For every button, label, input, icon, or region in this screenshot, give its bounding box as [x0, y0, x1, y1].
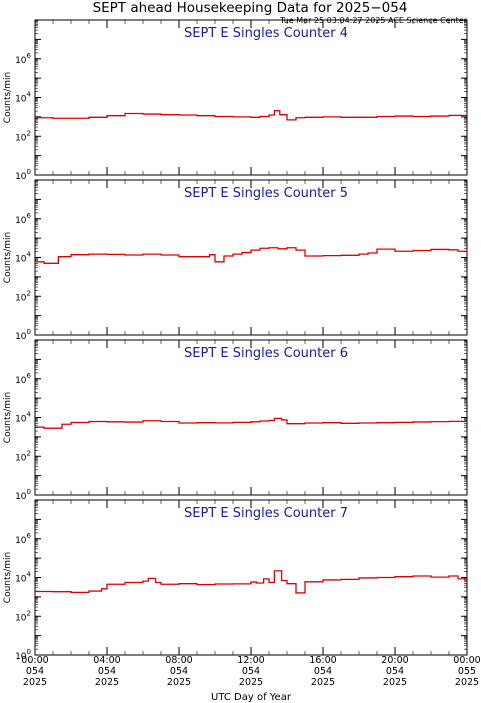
panel-title: SEPT E Singles Counter 5 — [184, 186, 348, 201]
y-tick-label: 104 — [15, 251, 31, 265]
data-series-line — [35, 109, 468, 121]
x-tick-label: 16:00 — [309, 655, 336, 666]
x-axis-label: UTC Day of Year — [211, 692, 292, 703]
y-axis-label: Counts/min — [3, 552, 13, 603]
y-tick-label: 102 — [15, 129, 31, 143]
panel-title: SEPT E Singles Counter 7 — [184, 506, 348, 521]
x-tick-label: 12:00 — [237, 655, 264, 666]
x-tick-label: 2025 — [455, 677, 479, 688]
x-tick-label: 055 — [458, 666, 476, 677]
x-tick-label: 054 — [386, 666, 404, 677]
data-series-line — [35, 417, 468, 429]
panel-title: SEPT E Singles Counter 4 — [184, 26, 348, 41]
data-series-line — [35, 247, 468, 264]
y-axis-label: Counts/min — [3, 232, 13, 283]
x-tick-label: 2025 — [383, 677, 407, 688]
y-tick-label: 102 — [15, 609, 31, 623]
x-tick-label: 054 — [26, 666, 44, 677]
y-tick-label: 100 — [15, 648, 31, 662]
y-tick-label: 104 — [15, 571, 31, 585]
x-tick-label: 2025 — [167, 677, 191, 688]
plot-frame — [34, 19, 468, 176]
data-series-line — [35, 570, 468, 594]
panel-counter-6: SEPT E Singles Counter 6 Counts/min 100 102… — [3, 339, 468, 502]
y-tick-label: 100 — [15, 328, 31, 342]
x-tick-label: 2025 — [311, 677, 335, 688]
y-axis-label: Counts/min — [3, 72, 13, 123]
y-tick-label: 102 — [15, 449, 31, 463]
panel-counter-4: SEPT E Singles Counter 4 Counts/min 100 102… — [3, 19, 468, 182]
x-tick-label: 2025 — [23, 677, 47, 688]
chart-panels: SEPT E Singles Counter 4 Counts/min 100 102… — [3, 19, 468, 662]
y-tick-label: 106 — [15, 532, 31, 546]
plot-frame — [34, 179, 468, 336]
y-axis-label: Counts/min — [3, 392, 13, 443]
y-tick-label: 104 — [15, 411, 31, 425]
y-tick-label: 106 — [15, 212, 31, 226]
x-tick-label: 054 — [314, 666, 332, 677]
y-tick-label: 106 — [15, 52, 31, 66]
x-tick-label: 2025 — [239, 677, 263, 688]
y-tick-label: 104 — [15, 91, 31, 105]
y-tick-label: 106 — [15, 372, 31, 386]
x-tick-label: 00:00 — [21, 655, 48, 666]
x-tick-label: 054 — [98, 666, 116, 677]
plot-frame — [34, 339, 468, 496]
x-tick-label: 00:00 — [453, 655, 480, 666]
y-tick-label: 100 — [15, 168, 31, 182]
x-tick-label: 054 — [242, 666, 260, 677]
panel-title: SEPT E Singles Counter 6 — [184, 346, 348, 361]
y-tick-label: 102 — [15, 289, 31, 303]
panel-counter-7: SEPT E Singles Counter 7 Counts/min 100 102… — [3, 499, 468, 662]
x-axis-tick-labels: 00:00054202504:00054202508:00054202512:0… — [21, 655, 480, 688]
x-tick-label: 04:00 — [93, 655, 120, 666]
plot-frame — [34, 499, 468, 656]
x-tick-label: 2025 — [95, 677, 119, 688]
panel-counter-5: SEPT E Singles Counter 5 Counts/min 100 102… — [3, 179, 468, 342]
figure-title: SEPT ahead Housekeeping Data for 2025−05… — [93, 0, 408, 16]
x-tick-label: 054 — [170, 666, 188, 677]
x-tick-label: 20:00 — [381, 655, 408, 666]
y-tick-label: 100 — [15, 488, 31, 502]
x-tick-label: 08:00 — [165, 655, 192, 666]
